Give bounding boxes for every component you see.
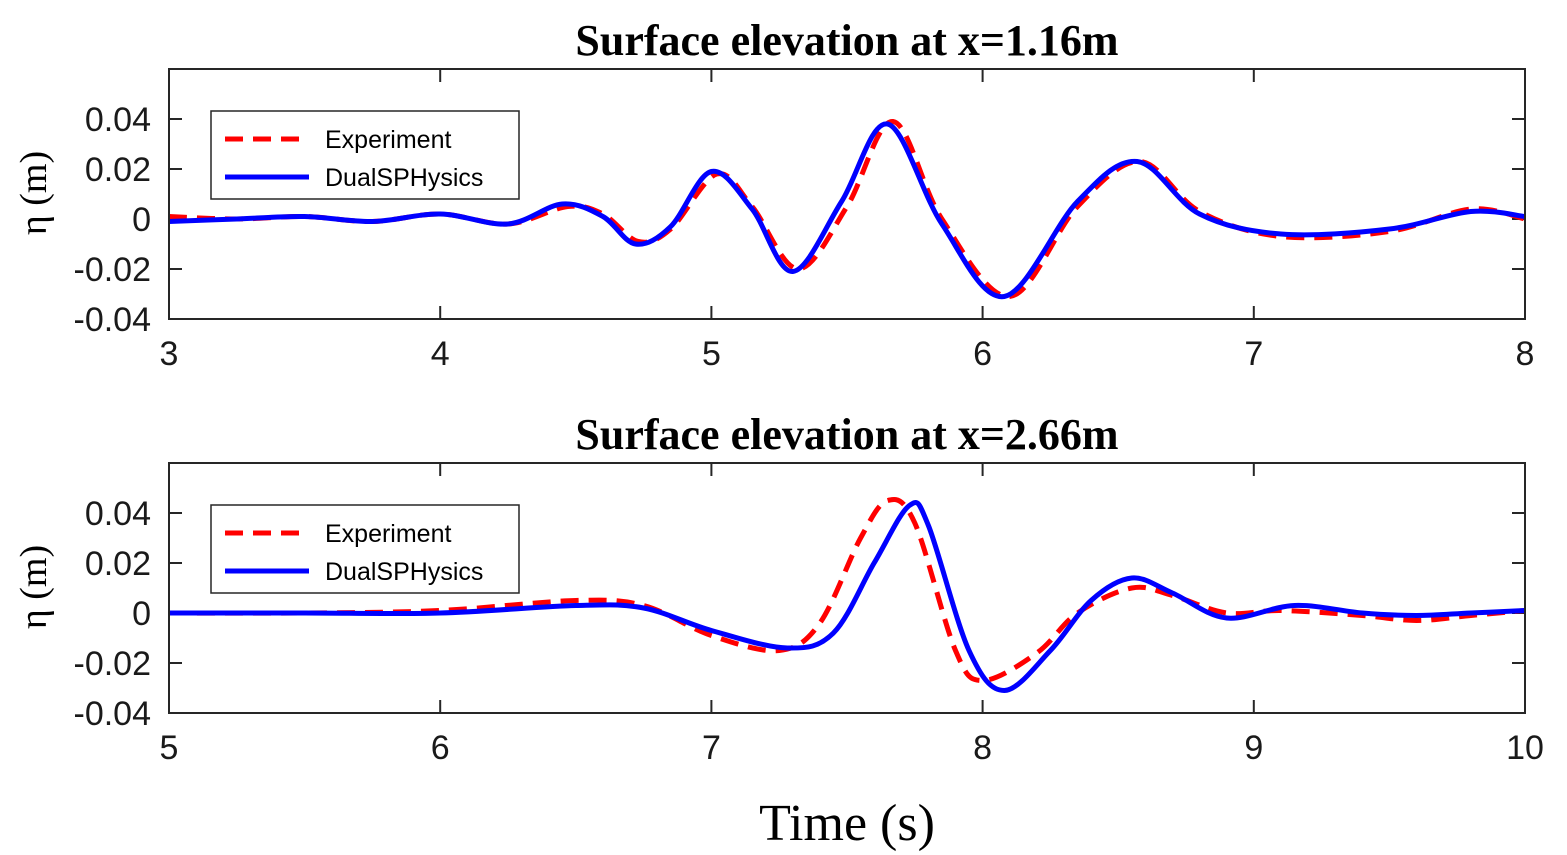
tick-labels: 3 4 5 6 7 8 0.04 0.02 0 -0.02 -0.04 <box>74 69 1535 373</box>
series-lines <box>168 496 1526 693</box>
x-tick-label: 4 <box>431 335 450 373</box>
y-tick-label: 0.02 <box>85 151 151 189</box>
x-tick-label: 6 <box>431 729 450 767</box>
x-axis-label: Time (s) <box>759 795 935 852</box>
legend-label-experiment: Experiment <box>325 126 451 154</box>
x-tick-label: 8 <box>973 729 992 767</box>
y-tick-label: 0 <box>132 595 151 633</box>
axes-frame <box>168 68 1526 320</box>
y-tick-label: -0.02 <box>74 251 152 289</box>
series-line-experiment <box>168 496 1526 684</box>
y-axis-label: η (m) <box>13 545 55 629</box>
axes-frame <box>168 462 1526 714</box>
legend-label-dualsphysics: DualSPHysics <box>325 558 483 586</box>
x-tick-label: 3 <box>160 335 179 373</box>
y-tick-label: -0.04 <box>74 695 152 733</box>
x-tick-label: 9 <box>1244 729 1263 767</box>
series-line-dualsphysics <box>168 121 1526 300</box>
y-tick-label: 0.02 <box>85 545 151 583</box>
x-tick-label: 7 <box>1244 335 1263 373</box>
legend: Experiment DualSPHysics <box>210 504 520 594</box>
y-tick-label: 0 <box>132 201 151 239</box>
y-tick-label: 0.04 <box>85 495 151 533</box>
plot-panel-top: Surface elevation at x=1.16m η (m) 3 4 5 6 7… <box>13 16 1534 373</box>
y-tick-label: 0.04 <box>85 101 151 139</box>
legend-label-dualsphysics: DualSPHysics <box>325 164 483 192</box>
x-tick-label: 7 <box>702 729 721 767</box>
x-tick-label: 8 <box>1516 335 1535 373</box>
series-line-dualsphysics <box>169 500 1526 693</box>
legend-box <box>210 504 520 594</box>
x-tick-label: 6 <box>973 335 992 373</box>
x-tick-label: 10 <box>1506 729 1544 767</box>
chart-title: Surface elevation at x=2.66m <box>575 410 1118 459</box>
chart-title: Surface elevation at x=1.16m <box>575 16 1118 65</box>
y-tick-label: -0.02 <box>74 645 152 683</box>
plot-panel-bottom: Surface elevation at x=2.66m η (m) 5 6 7 8 9… <box>13 410 1544 852</box>
y-axis-label: η (m) <box>13 151 55 235</box>
legend: Experiment DualSPHysics <box>210 110 520 200</box>
y-tick-label: -0.04 <box>74 301 152 339</box>
legend-label-experiment: Experiment <box>325 520 451 548</box>
series-lines <box>168 119 1526 300</box>
x-tick-label: 5 <box>702 335 721 373</box>
legend-box <box>210 110 520 200</box>
x-tick-label: 5 <box>160 729 179 767</box>
